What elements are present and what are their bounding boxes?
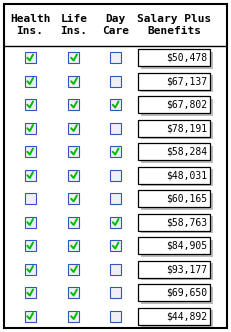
FancyBboxPatch shape — [141, 52, 213, 69]
FancyBboxPatch shape — [138, 284, 210, 301]
FancyBboxPatch shape — [138, 261, 210, 278]
Text: $58,284: $58,284 — [166, 147, 207, 157]
FancyBboxPatch shape — [24, 193, 36, 204]
FancyBboxPatch shape — [24, 170, 36, 181]
FancyBboxPatch shape — [24, 76, 36, 87]
FancyBboxPatch shape — [4, 4, 227, 328]
FancyBboxPatch shape — [141, 75, 213, 92]
Text: Salary Plus
Benefits: Salary Plus Benefits — [137, 14, 212, 36]
FancyBboxPatch shape — [24, 217, 36, 228]
FancyBboxPatch shape — [24, 146, 36, 157]
Text: $67,802: $67,802 — [166, 100, 207, 110]
Text: Day
Care: Day Care — [102, 14, 129, 36]
FancyBboxPatch shape — [138, 190, 210, 207]
FancyBboxPatch shape — [68, 193, 79, 204]
FancyBboxPatch shape — [138, 237, 210, 254]
FancyBboxPatch shape — [24, 287, 36, 298]
FancyBboxPatch shape — [110, 170, 121, 181]
Text: $50,478: $50,478 — [166, 53, 207, 63]
FancyBboxPatch shape — [110, 52, 121, 63]
FancyBboxPatch shape — [68, 76, 79, 87]
FancyBboxPatch shape — [110, 217, 121, 228]
FancyBboxPatch shape — [24, 264, 36, 275]
Text: $58,763: $58,763 — [166, 217, 207, 227]
FancyBboxPatch shape — [110, 264, 121, 275]
FancyBboxPatch shape — [68, 217, 79, 228]
FancyBboxPatch shape — [141, 146, 213, 163]
Text: $69,650: $69,650 — [166, 288, 207, 298]
Text: $48,031: $48,031 — [166, 170, 207, 180]
Text: $93,177: $93,177 — [166, 264, 207, 274]
FancyBboxPatch shape — [110, 76, 121, 87]
FancyBboxPatch shape — [110, 287, 121, 298]
FancyBboxPatch shape — [141, 99, 213, 116]
Text: $84,905: $84,905 — [166, 241, 207, 251]
Text: $67,137: $67,137 — [166, 76, 207, 86]
FancyBboxPatch shape — [138, 143, 210, 160]
Text: Health
Ins.: Health Ins. — [10, 14, 50, 36]
FancyBboxPatch shape — [138, 214, 210, 231]
FancyBboxPatch shape — [68, 52, 79, 63]
FancyBboxPatch shape — [110, 146, 121, 157]
FancyBboxPatch shape — [141, 216, 213, 233]
FancyBboxPatch shape — [68, 311, 79, 322]
FancyBboxPatch shape — [138, 120, 210, 137]
FancyBboxPatch shape — [141, 240, 213, 257]
FancyBboxPatch shape — [110, 311, 121, 322]
Text: Life
Ins.: Life Ins. — [61, 14, 87, 36]
FancyBboxPatch shape — [141, 263, 213, 280]
FancyBboxPatch shape — [138, 308, 210, 325]
FancyBboxPatch shape — [138, 73, 210, 90]
FancyBboxPatch shape — [110, 123, 121, 134]
FancyBboxPatch shape — [110, 193, 121, 204]
Text: $60,165: $60,165 — [166, 194, 207, 204]
FancyBboxPatch shape — [141, 287, 213, 304]
FancyBboxPatch shape — [141, 193, 213, 210]
FancyBboxPatch shape — [110, 99, 121, 110]
FancyBboxPatch shape — [141, 122, 213, 139]
FancyBboxPatch shape — [138, 96, 210, 113]
FancyBboxPatch shape — [24, 52, 36, 63]
FancyBboxPatch shape — [24, 99, 36, 110]
FancyBboxPatch shape — [24, 240, 36, 251]
FancyBboxPatch shape — [68, 240, 79, 251]
FancyBboxPatch shape — [138, 167, 210, 184]
FancyBboxPatch shape — [68, 146, 79, 157]
FancyBboxPatch shape — [68, 170, 79, 181]
FancyBboxPatch shape — [68, 123, 79, 134]
FancyBboxPatch shape — [138, 49, 210, 66]
FancyBboxPatch shape — [141, 310, 213, 327]
Text: $78,191: $78,191 — [166, 123, 207, 133]
FancyBboxPatch shape — [68, 99, 79, 110]
FancyBboxPatch shape — [68, 287, 79, 298]
FancyBboxPatch shape — [24, 123, 36, 134]
Text: $44,892: $44,892 — [166, 311, 207, 321]
FancyBboxPatch shape — [24, 311, 36, 322]
FancyBboxPatch shape — [110, 240, 121, 251]
FancyBboxPatch shape — [141, 169, 213, 186]
FancyBboxPatch shape — [68, 264, 79, 275]
